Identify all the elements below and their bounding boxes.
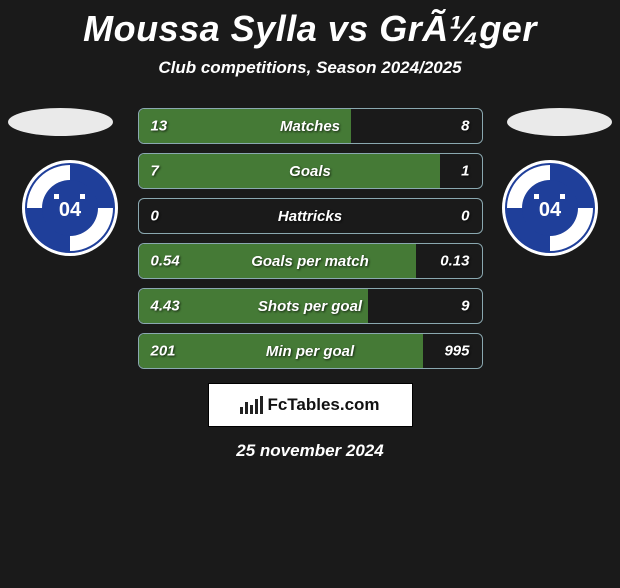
stats-list: 13 8 Matches 7 1 Goals 0 0 Hattricks 0.54 0.13 Goal… — [138, 108, 483, 369]
stat-value-left: 13 — [151, 118, 168, 135]
stat-value-left: 7 — [151, 163, 159, 180]
stat-value-left: 0 — [151, 208, 159, 225]
stat-value-right: 0.13 — [440, 253, 469, 270]
svg-text:04: 04 — [59, 199, 82, 221]
stat-row: 0 0 Hattricks — [138, 198, 483, 234]
date-text: 25 november 2024 — [0, 441, 620, 461]
player-shadow-left — [8, 108, 113, 136]
club-logo-right: 04 — [500, 158, 600, 258]
club-logo-left: 04 — [20, 158, 120, 258]
stat-row: 7 1 Goals — [138, 153, 483, 189]
stat-value-right: 995 — [444, 343, 469, 360]
stat-label: Goals — [289, 163, 331, 180]
comparison-panel: 04 04 138Matches71Goals00Hattricks0.540.… — [0, 108, 620, 369]
stat-label: Min per goal — [266, 343, 354, 360]
stat-row: 4.43 9 Shots per goal — [138, 288, 483, 324]
stat-value-right: 9 — [461, 298, 469, 315]
stat-label: Matches — [280, 118, 340, 135]
source-badge: FcTables.com — [208, 383, 413, 427]
chart-icon — [240, 396, 263, 414]
stat-value-right: 1 — [461, 163, 469, 180]
stat-value-left: 4.43 — [151, 298, 180, 315]
stat-value-right: 8 — [461, 118, 469, 135]
page-title: Moussa Sylla vs GrÃ¼ger — [0, 8, 620, 50]
stat-label: Hattricks — [278, 208, 342, 225]
stat-row: 13 8 Matches — [138, 108, 483, 144]
subtitle: Club competitions, Season 2024/2025 — [0, 58, 620, 78]
player-shadow-right — [507, 108, 612, 136]
stat-value-left: 0.54 — [151, 253, 180, 270]
stat-label: Goals per match — [251, 253, 369, 270]
svg-text:04: 04 — [539, 199, 562, 221]
stat-value-left: 201 — [151, 343, 176, 360]
source-text: FcTables.com — [267, 395, 379, 415]
stat-row: 0.54 0.13 Goals per match — [138, 243, 483, 279]
stat-label: Shots per goal — [258, 298, 362, 315]
stat-value-right: 0 — [461, 208, 469, 225]
stat-row: 201 995 Min per goal — [138, 333, 483, 369]
